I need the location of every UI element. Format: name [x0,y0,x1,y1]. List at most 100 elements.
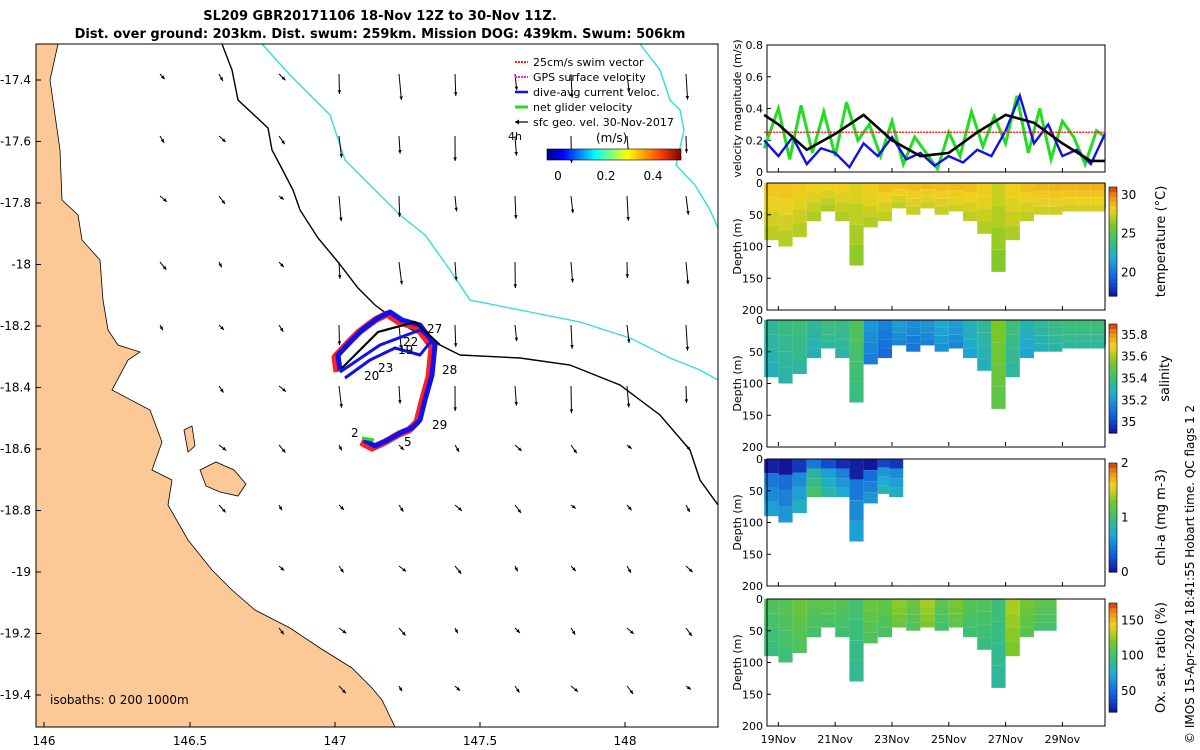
dive-cell [977,183,992,196]
dive-cell [764,348,779,363]
dive-cell [934,606,949,615]
dive-cell [821,183,836,191]
colorbar-segment [1109,405,1117,411]
depth-ylabel: Depth (m) [731,494,744,550]
colorbar-segment [1109,328,1117,334]
dive-cell [920,326,935,333]
colorbar-segment [1109,333,1117,339]
colorbar-segment [1109,467,1117,473]
colorbar-segment [1109,531,1117,537]
colorbar-tick-label: 0 [1121,565,1129,579]
dive-cell [889,478,904,488]
dive-cell [977,599,992,612]
sfc-velocity-arrow [338,135,343,158]
dive-cell [835,320,850,330]
colorbar-label: temperature (°C) [1154,186,1169,298]
sfc-velocity-arrow [159,73,166,80]
colorbar-segment [1109,383,1117,389]
colorbar-segment [1109,364,1117,370]
dive-cell [1034,622,1043,631]
track-day-label: 27 [427,322,442,336]
dive-cell [1005,197,1020,212]
legend-net-glider-velocity: net glider velocity [533,101,633,114]
sfc-velocity-arrow [570,195,575,214]
dive-cell [920,195,935,203]
dive-cell [877,627,892,638]
sfc-velocity-arrow [514,565,519,572]
isobath-1000m-north [639,44,718,229]
colorbar-segment [1109,268,1117,274]
dive-cell [1005,334,1020,349]
colorbar-segment [1109,621,1117,627]
dive-cell [849,479,864,501]
sfc-velocity-arrow [454,444,460,453]
depth-tick-label: 200 [742,720,763,733]
dive-cell [778,474,793,491]
series-line-2 [762,95,1106,173]
lat-tick-label: -18.6 [0,442,31,456]
dive-cell [934,206,949,215]
dive-cell [1005,641,1020,657]
colorbar-segment [1109,666,1117,672]
dive-cell [1090,204,1105,212]
sfc-velocity-arrow [685,73,690,100]
colorbar-segment [1109,607,1117,613]
dive-cell [835,459,850,469]
dive-cell [835,618,850,628]
sfc-velocity-arrow [338,195,343,222]
dive-cell [1090,341,1105,349]
section-axes [766,458,1106,587]
dive-cell [1034,183,1049,191]
colorbar-segment [1109,625,1117,631]
dive-cell [863,459,878,471]
colorbar-segment [1109,355,1117,361]
dive-cell [1019,211,1034,222]
colorbar-segment [1109,689,1117,695]
dive-cell [764,183,779,198]
colorbar-tick-label: 30 [1121,188,1136,202]
colorbar-label: salinity [1158,355,1173,402]
sfc-velocity-arrow [685,565,693,573]
sfc-velocity-arrow [685,627,693,637]
sfc-velocity-arrow [337,261,342,279]
depth-tick-label: 0 [756,593,763,606]
dive-cell [778,599,793,615]
dive-cell [821,487,836,498]
colorbar-segment [1109,522,1117,528]
dive-cell [821,468,836,478]
sfc-velocity-arrow [218,444,227,451]
velocity-tick-label: 0.4 [746,103,764,116]
dive-cell [877,320,892,330]
track-day-label: 5 [404,435,412,449]
colorbar-segment [1109,423,1117,429]
sfc-velocity-arrow [159,195,168,203]
colorbar-segment [1109,351,1117,357]
dive-cell [1090,190,1105,198]
colorbar-segment [1109,205,1117,211]
oxygen-section: 0 50 100 150 200 Depth (m) 50 100 150 Ox. sat. ra… [731,593,1169,733]
land-mass [36,44,396,727]
depth-tick-label: 100 [742,517,763,530]
dive-cell [764,627,779,642]
dive-cell [806,478,821,488]
colorbar-segment [1109,558,1117,564]
colorbar-label: Ox. sat. ratio (%) [1154,602,1169,713]
dive-cell [920,183,935,190]
sfc-velocity-arrow [218,261,223,268]
colorbar-segment [1109,191,1117,197]
sfc-velocity-arrow [454,261,458,281]
colorbar-segment [1109,428,1117,434]
dive-cell [863,205,878,217]
sfc-velocity-arrow [398,627,406,636]
velocity-tick-label: 0 [756,166,763,179]
lat-tick-label: -17.4 [0,73,31,87]
sfc-velocity-arrow [337,73,342,94]
colorbar-tick-label: 20 [1121,266,1136,280]
dive-cell [934,327,949,336]
current-inner-loop [339,328,434,380]
dive-cell [863,621,878,633]
sfc-velocity-arrow [684,385,689,403]
dive-cell [835,608,850,618]
dive-cell [792,612,807,626]
sfc-velocity-arrow [397,195,402,217]
